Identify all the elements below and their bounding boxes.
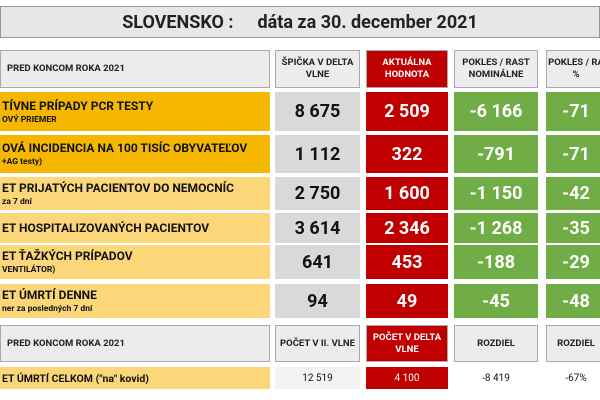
label-main: ET HOSPITALIZOVANÝCH PACIENTOV xyxy=(2,221,210,235)
value-text: -188 xyxy=(476,251,516,273)
value-cell: 3 614 xyxy=(275,213,360,243)
value-text: -48 xyxy=(562,290,590,312)
value-cell: -791 xyxy=(454,135,538,173)
header-text: ROZDIEL xyxy=(557,337,595,349)
value-text: 1 600 xyxy=(384,183,430,204)
value-text: -67% xyxy=(565,372,587,384)
header-text: ROZDIEL xyxy=(477,337,515,349)
value-text: 453 xyxy=(391,251,423,273)
value-cell: -45 xyxy=(454,284,538,318)
value-text: 322 xyxy=(391,143,423,165)
header-text: AKTUÁLNA HODNOTA xyxy=(382,57,432,80)
value-text: -1 150 xyxy=(469,183,523,204)
header-text: PRED KONCOM ROKA 2021 xyxy=(7,63,125,75)
value-cell: 49 xyxy=(366,284,448,318)
header-cell: AKTUÁLNA HODNOTA xyxy=(366,50,448,88)
label-sub: za 7 dní xyxy=(2,196,32,207)
header-cell: POKLES / RAST NOMINÁLNE xyxy=(454,50,538,88)
row-label: TÍVNE PRÍPADY PCR TESTY OVÝ PRIEMER xyxy=(0,92,270,131)
value-text: -6 166 xyxy=(469,101,523,122)
row-label: ET HOSPITALIZOVANÝCH PACIENTOV xyxy=(0,213,270,243)
value-text: -791 xyxy=(476,143,516,165)
value-text: 49 xyxy=(396,290,418,312)
value-cell: 8 675 xyxy=(275,92,360,131)
row-label: ET ŤAŽKÝCH PRÍPADOV VENTILÁTOR) xyxy=(0,245,270,279)
value-text: 12 519 xyxy=(302,372,333,384)
label-main: ET PRIJATÝCH PACIENTOV DO NEMOCNÍC xyxy=(2,180,235,195)
value-text: -1 268 xyxy=(469,217,523,239)
value-text: 641 xyxy=(302,251,333,273)
row-label: ET ÚMRTÍ CELKOM ("na" kovid) xyxy=(0,367,270,389)
value-cell: -35 xyxy=(546,213,600,243)
header-cell: ŠPIČKA V DELTA VLNE xyxy=(275,50,360,88)
value-cell: 12 519 xyxy=(275,367,360,389)
label-main: ET ÚMRTÍ CELKOM ("na" kovid) xyxy=(2,371,149,385)
value-text: 4 100 xyxy=(394,372,420,384)
value-cell: -29 xyxy=(546,245,600,279)
value-cell: 4 100 xyxy=(366,367,448,389)
title-date: dáta za 30. december 2021 xyxy=(257,11,478,33)
header-cell: POČET V DELTA VLNE xyxy=(366,325,448,362)
value-text: 94 xyxy=(307,290,328,312)
value-text: -71 xyxy=(562,101,590,122)
value-cell: 2 346 xyxy=(366,213,448,243)
row-label: OVÁ INCIDENCIA NA 100 TISÍC OBYVATEĽOV +A… xyxy=(0,135,270,173)
value-cell: -188 xyxy=(454,245,538,279)
value-cell: -42 xyxy=(546,177,600,210)
value-text: 1 112 xyxy=(294,143,341,165)
value-text: -42 xyxy=(562,183,590,204)
value-cell: -8 419 xyxy=(454,367,538,389)
value-cell: -71 xyxy=(546,135,600,173)
header-text: POKLES / RAST NOMINÁLNE xyxy=(462,57,530,80)
value-text: 2 346 xyxy=(384,217,430,239)
value-text: -29 xyxy=(562,251,590,273)
value-cell: -71 xyxy=(546,92,600,131)
value-cell: -48 xyxy=(546,284,600,318)
value-cell: 1 112 xyxy=(275,135,360,173)
header-text: POČET V II. VLNE xyxy=(280,337,355,349)
header-cell: ROZDIEL xyxy=(546,325,600,362)
title-country: SLOVENSKO : xyxy=(122,11,234,33)
value-text: 2 750 xyxy=(294,183,341,204)
value-text: 8 675 xyxy=(294,101,341,122)
value-text: -35 xyxy=(562,217,590,239)
value-cell: -6 166 xyxy=(454,92,538,131)
value-text: 2 509 xyxy=(384,101,430,122)
value-cell: -1 150 xyxy=(454,177,538,210)
header-cell: PRED KONCOM ROKA 2021 xyxy=(0,325,270,362)
value-cell: 641 xyxy=(275,245,360,279)
value-cell: 1 600 xyxy=(366,177,448,210)
label-sub: +AG testy) xyxy=(2,157,43,167)
header-text: ŠPIČKA V DELTA VLNE xyxy=(281,57,354,80)
label-sub: VENTILÁTOR) xyxy=(2,265,56,275)
title-bar: SLOVENSKO : dáta za 30. december 2021 xyxy=(0,6,600,38)
value-cell: 322 xyxy=(366,135,448,173)
row-label: ET ÚMRTÍ DENNE ner za posledných 7 dní xyxy=(0,284,270,318)
label-main: ET ÚMRTÍ DENNE xyxy=(2,288,97,302)
header-cell: PRED KONCOM ROKA 2021 xyxy=(0,50,270,88)
header-cell: POKLES / RA % xyxy=(546,50,600,88)
label-sub: OVÝ PRIEMER xyxy=(2,114,57,125)
label-main: ET ŤAŽKÝCH PRÍPADOV xyxy=(2,249,133,263)
value-cell: 94 xyxy=(275,284,360,318)
value-text: -45 xyxy=(482,290,510,312)
value-cell: 453 xyxy=(366,245,448,279)
row-label: ET PRIJATÝCH PACIENTOV DO NEMOCNÍC za 7 d… xyxy=(0,177,270,210)
header-text: PRED KONCOM ROKA 2021 xyxy=(7,337,125,349)
label-main: TÍVNE PRÍPADY PCR TESTY xyxy=(2,98,154,113)
label-main: OVÁ INCIDENCIA NA 100 TISÍC OBYVATEĽOV xyxy=(2,141,248,155)
value-text: -71 xyxy=(562,143,590,165)
value-cell: 2 750 xyxy=(275,177,360,210)
header-text: POČET V DELTA VLNE xyxy=(372,331,442,355)
value-cell: 2 509 xyxy=(366,92,448,131)
header-cell: ROZDIEL xyxy=(454,325,538,362)
value-cell: -1 268 xyxy=(454,213,538,243)
value-text: 3 614 xyxy=(294,217,341,239)
value-cell: -67% xyxy=(546,367,600,389)
header-cell: POČET V II. VLNE xyxy=(275,325,360,362)
label-sub: ner za posledných 7 dní xyxy=(2,304,93,314)
value-text: -8 419 xyxy=(482,372,510,384)
header-text: POKLES / RA % xyxy=(548,57,600,80)
